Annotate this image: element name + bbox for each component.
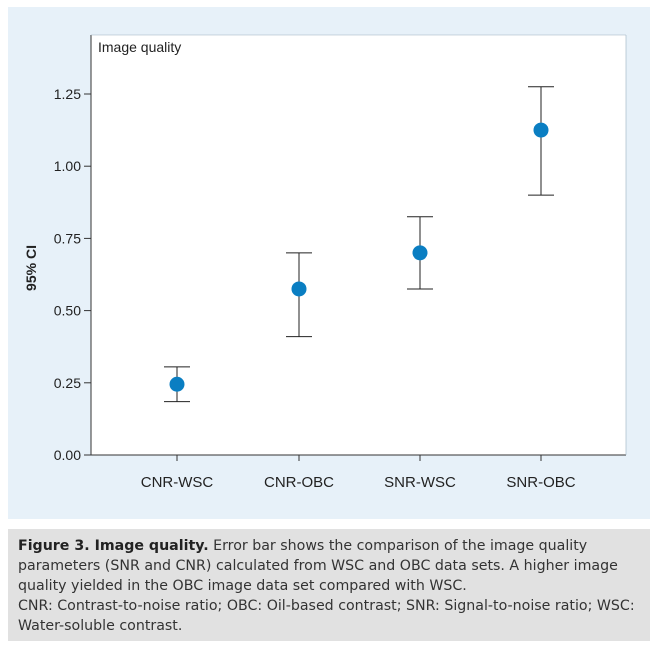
y-tick-label: 1.00 — [54, 158, 81, 174]
caption-abbreviations: CNR: Contrast-to-noise ratio; OBC: Oil-b… — [18, 598, 635, 634]
data-point — [533, 122, 549, 138]
y-tick-label: 0.25 — [54, 375, 81, 391]
y-tick-label: 0.00 — [54, 447, 81, 463]
x-tick-label: CNR-WSC — [141, 474, 214, 491]
x-tick-label: SNR-OBC — [506, 474, 575, 491]
caption-title: Figure 3. Image quality. — [18, 538, 209, 554]
figure-caption: Figure 3. Image quality. Error bar shows… — [8, 529, 650, 641]
data-point — [412, 245, 428, 261]
data-point — [291, 281, 307, 297]
x-tick-label: SNR-WSC — [384, 474, 456, 491]
x-tick-label: CNR-OBC — [264, 474, 334, 491]
plot-area — [91, 35, 626, 455]
panel-label: Image quality — [98, 39, 181, 55]
y-tick-label: 1.25 — [54, 86, 81, 102]
caption-text: Error bar shows the comparison of the im… — [18, 538, 618, 594]
y-tick-label: 0.75 — [54, 230, 81, 246]
y-axis-label: 95% CI — [23, 245, 39, 291]
caption-body: Figure 3. Image quality. Error bar shows… — [18, 536, 640, 596]
y-tick-label: 0.50 — [54, 303, 81, 319]
data-point — [169, 376, 185, 392]
